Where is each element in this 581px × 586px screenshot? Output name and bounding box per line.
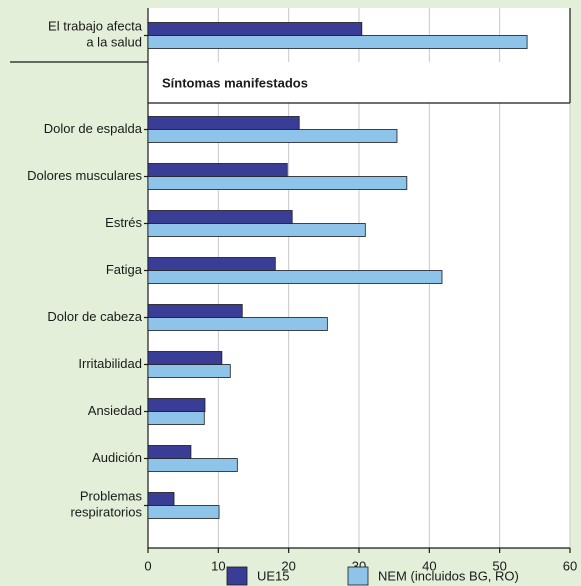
y-tick-label: Dolor de espalda <box>44 121 143 136</box>
y-tick-label: Dolores musculares <box>27 168 142 183</box>
x-tick-label: 60 <box>563 558 577 573</box>
x-tick-label: 40 <box>422 558 436 573</box>
bar <box>147 257 276 271</box>
bar <box>147 176 408 190</box>
bar <box>147 22 363 36</box>
y-tick-label: El trabajo afecta a la salud <box>48 19 143 50</box>
bar <box>147 351 223 365</box>
bar <box>147 317 328 331</box>
bar <box>147 223 366 237</box>
y-tick-label: Ansiedad <box>88 403 142 418</box>
legend-label: UE15 <box>257 568 290 583</box>
legend-swatch <box>226 566 248 586</box>
y-tick-label: Dolor de cabeza <box>47 309 142 324</box>
bar <box>147 116 300 130</box>
bar <box>147 129 398 143</box>
y-tick-label: Problemas respiratorios <box>70 489 142 520</box>
bar <box>147 445 192 459</box>
bar <box>147 304 243 318</box>
section-label: Síntomas manifestados <box>162 75 308 90</box>
bar <box>147 458 238 472</box>
y-tick-label: Irritabilidad <box>78 356 142 371</box>
y-tick-label: Estrés <box>105 215 142 230</box>
bar <box>147 270 443 284</box>
bar <box>147 163 288 177</box>
bar <box>147 398 206 412</box>
bar <box>147 492 175 506</box>
bar <box>147 35 528 49</box>
bar <box>147 411 205 425</box>
x-tick-label: 10 <box>211 558 225 573</box>
bar <box>147 364 231 378</box>
legend-label: NEM (incluidos BG, RO) <box>378 568 519 583</box>
x-tick-label: 50 <box>492 558 506 573</box>
bar <box>147 505 220 519</box>
x-tick-label: 0 <box>144 558 151 573</box>
y-tick-label: Audición <box>92 450 142 465</box>
bar <box>147 210 293 224</box>
x-tick-label: 20 <box>281 558 295 573</box>
y-tick-label: Fatiga <box>106 262 143 277</box>
legend-swatch <box>347 566 369 586</box>
